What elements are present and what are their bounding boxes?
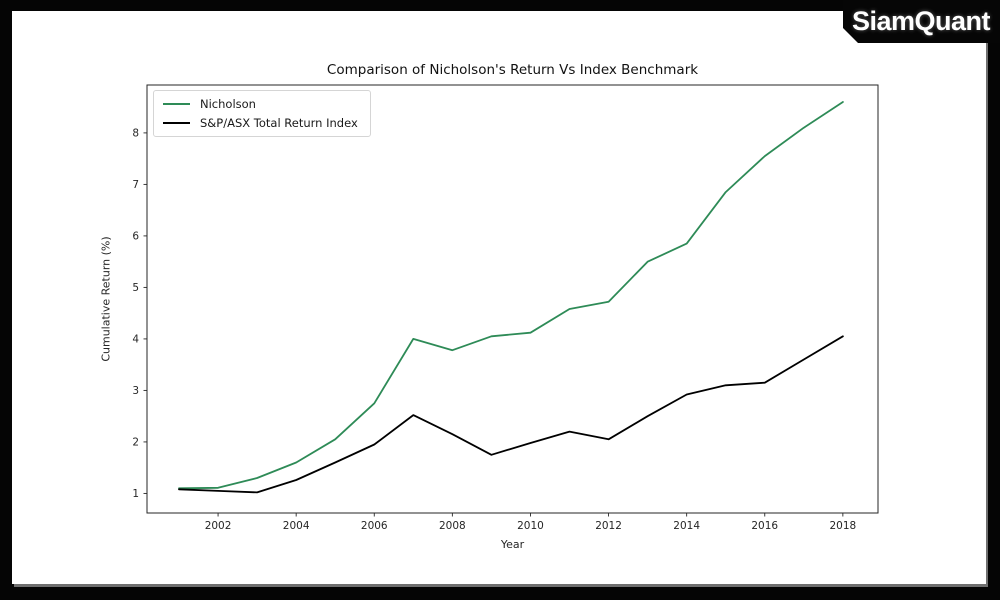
- y-tick-label: 2: [132, 436, 139, 448]
- nicholson-line: [178, 101, 844, 490]
- y-tick-label: 8: [132, 127, 139, 139]
- y-tick-label: 6: [132, 230, 139, 242]
- x-tick-label: 2002: [205, 520, 232, 532]
- y-tick-label: 1: [132, 488, 139, 500]
- chart-legend: Nicholson S&P/ASX Total Return Index: [153, 90, 371, 137]
- x-tick-label: 2006: [361, 520, 388, 532]
- y-tick-label: 7: [132, 179, 139, 191]
- y-tick-label: 4: [132, 333, 139, 345]
- x-tick-label: 2004: [283, 520, 310, 532]
- x-tick-label: 2010: [517, 520, 544, 532]
- x-tick-label: 2008: [439, 520, 466, 532]
- y-tick-label: 5: [132, 282, 139, 294]
- benchmark-line: [178, 335, 844, 494]
- siamquant-logo: SiamQuant: [843, 0, 1000, 43]
- legend-label-benchmark: S&P/ASX Total Return Index: [200, 116, 358, 130]
- x-tick-label: 2012: [595, 520, 622, 532]
- x-tick-label: 2018: [829, 520, 856, 532]
- y-tick-label: 3: [132, 385, 139, 397]
- legend-item-nicholson: Nicholson: [163, 98, 358, 110]
- nicholson-line-swatch: [163, 103, 190, 105]
- x-axis-label: Year: [500, 538, 525, 551]
- legend-label-nicholson: Nicholson: [200, 97, 256, 111]
- x-tick-label: 2014: [673, 520, 700, 532]
- y-axis-label: Cumulative Return (%): [99, 236, 113, 362]
- chart-title: Comparison of Nicholson's Return Vs Inde…: [326, 62, 699, 78]
- x-tick-label: 2016: [751, 520, 778, 532]
- legend-item-benchmark: S&P/ASX Total Return Index: [163, 117, 358, 129]
- siamquant-logo-text: SiamQuant: [851, 6, 991, 36]
- plot-border: [146, 84, 879, 514]
- benchmark-line-swatch: [163, 122, 190, 124]
